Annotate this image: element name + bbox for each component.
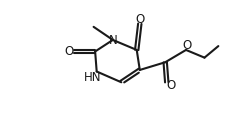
Text: HN: HN [84, 71, 101, 84]
Text: O: O [64, 45, 73, 58]
Text: O: O [135, 13, 144, 26]
Text: O: O [166, 79, 175, 92]
Text: O: O [182, 39, 191, 52]
Text: N: N [109, 34, 118, 47]
